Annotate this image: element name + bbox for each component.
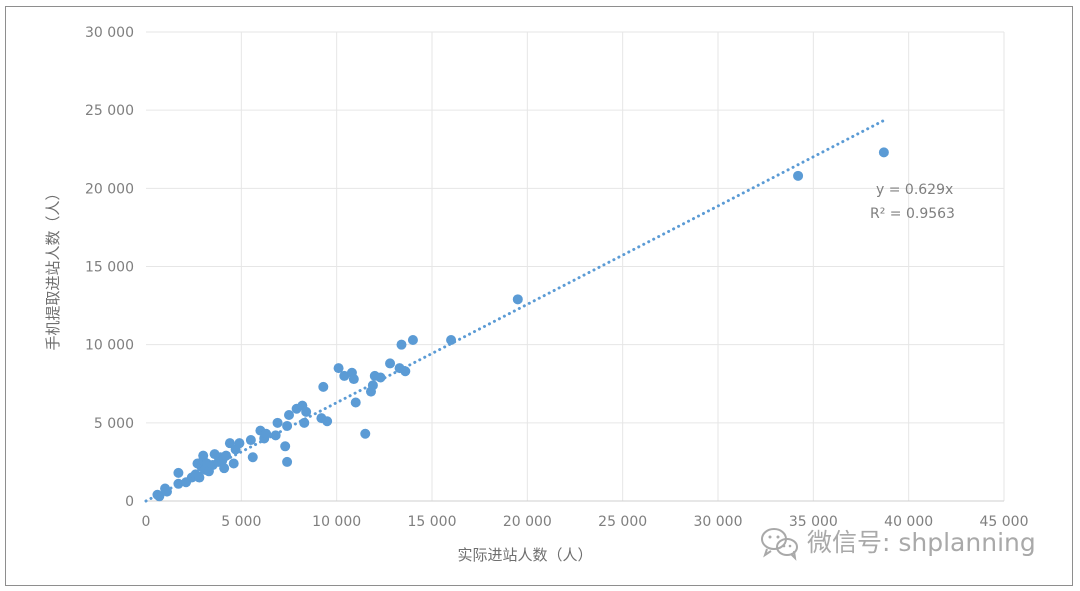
data-point-0-37 — [282, 456, 293, 467]
trendline-equation: y = 0.629x — [876, 182, 953, 198]
y-tick-label-0: 0 — [125, 494, 134, 510]
x-tick-label-4: 20 000 — [503, 514, 552, 530]
data-point-0-22 — [219, 463, 230, 474]
chart-frame — [5, 6, 1073, 586]
data-point-0-32 — [261, 428, 272, 439]
x-tick-label-9: 45 000 — [980, 514, 1029, 530]
data-point-0-46 — [333, 363, 344, 374]
y-tick-label-1: 5 000 — [94, 416, 134, 432]
data-point-0-58 — [396, 339, 407, 350]
y-tick-label-4: 20 000 — [85, 181, 134, 197]
data-point-0-28 — [245, 435, 256, 446]
data-point-0-34 — [272, 417, 283, 428]
data-point-0-50 — [350, 397, 361, 408]
data-point-0-38 — [284, 410, 294, 421]
watermark: 微信号: shplanning — [761, 528, 1036, 561]
trendline — [144, 118, 886, 503]
x-axis-title: 实际进站人数（人） — [457, 546, 592, 564]
data-point-0-51 — [360, 428, 371, 439]
data-point-0-3 — [161, 486, 172, 497]
data-point-0-41 — [299, 417, 310, 428]
data-point-0-55 — [375, 372, 386, 383]
data-point-0-62 — [512, 294, 523, 305]
wechat-icon — [761, 528, 798, 561]
data-point-0-4 — [173, 478, 184, 489]
data-point-0-45 — [322, 416, 333, 427]
trendline-r-squared: R² = 0.9563 — [870, 206, 955, 222]
y-tick-label-5: 25 000 — [85, 103, 134, 119]
data-point-0-63 — [793, 170, 804, 181]
data-point-0-29 — [247, 452, 258, 463]
data-points — [152, 147, 889, 502]
x-tick-label-1: 5 000 — [221, 514, 261, 530]
data-point-0-47 — [339, 370, 350, 381]
y-axis-title: 手机提取进站人数（人） — [44, 185, 62, 350]
data-point-0-64 — [878, 147, 889, 158]
data-point-0-59 — [400, 366, 411, 377]
data-point-0-60 — [407, 334, 418, 345]
x-tick-label-8: 40 000 — [884, 514, 933, 530]
data-point-0-33 — [270, 430, 281, 441]
data-point-0-35 — [280, 441, 291, 452]
data-point-0-5 — [173, 467, 184, 478]
x-tick-label-0: 0 — [142, 514, 151, 530]
x-tick-label-3: 15 000 — [408, 514, 457, 530]
trendline-group — [144, 118, 886, 503]
y-tick-label-3: 15 000 — [85, 260, 134, 276]
x-tick-label-2: 10 000 — [312, 514, 361, 530]
data-point-0-1 — [154, 491, 165, 502]
y-tick-label-6: 30 000 — [85, 25, 134, 41]
data-point-0-53 — [367, 380, 378, 391]
data-point-0-49 — [348, 374, 359, 385]
x-tick-label-6: 30 000 — [694, 514, 743, 530]
x-tick-label-5: 25 000 — [598, 514, 647, 530]
data-point-0-25 — [228, 458, 239, 469]
data-point-0-13 — [198, 450, 209, 461]
data-point-0-61 — [446, 334, 457, 345]
data-point-0-36 — [282, 420, 293, 431]
watermark-text: 微信号: shplanning — [807, 528, 1036, 557]
data-point-0-42 — [301, 406, 312, 417]
data-point-0-10 — [194, 472, 205, 483]
x-tick-label-7: 35 000 — [789, 514, 838, 530]
data-point-0-23 — [221, 450, 232, 461]
data-point-0-27 — [234, 438, 245, 449]
y-tick-label-2: 10 000 — [85, 338, 134, 354]
tick-labels: 0 5 000 10 000 15 000 20 000 25 000 30 000 35 0… — [85, 25, 1029, 530]
data-point-0-56 — [385, 358, 396, 369]
data-point-0-44 — [318, 381, 329, 392]
